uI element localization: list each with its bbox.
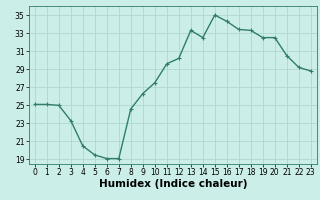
X-axis label: Humidex (Indice chaleur): Humidex (Indice chaleur): [99, 179, 247, 189]
